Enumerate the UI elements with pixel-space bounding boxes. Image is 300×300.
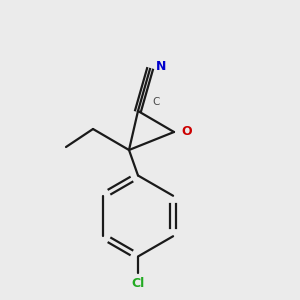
Text: O: O	[182, 125, 192, 139]
Text: Cl: Cl	[131, 277, 145, 290]
Text: N: N	[156, 59, 166, 73]
Text: C: C	[152, 97, 160, 107]
